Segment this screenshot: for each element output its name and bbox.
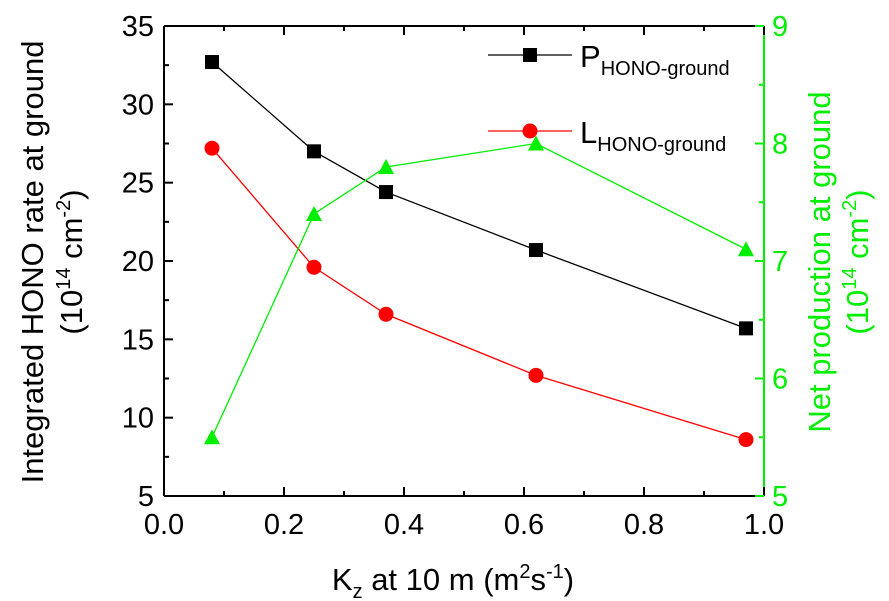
y-left-tick-label: 10: [122, 403, 154, 435]
series-layer: [204, 55, 754, 448]
series-1-point: [379, 185, 393, 200]
y-axis-right-label-line2: (1014 cm-2): [839, 189, 875, 334]
x-tick-label: 0.2: [264, 509, 304, 541]
y-right-tick-label: 9: [772, 11, 788, 43]
series-1-point: [529, 243, 543, 258]
y-right-tick-label: 6: [772, 364, 788, 396]
x-axis-label-sub: z: [353, 581, 363, 601]
legend-item-2: LHONO-ground: [488, 115, 726, 156]
y-axis-left-label-line2: (1014 cm-2): [53, 189, 89, 334]
y-axis-left-label-line1: Integrated HONO rate at ground: [15, 41, 50, 484]
x-axis-label-main: K: [332, 562, 353, 597]
x-tick-label: 0.6: [504, 509, 544, 541]
y-axis-right-label-line1: Net production at ground: [802, 91, 837, 432]
y-left-tick-label: 25: [122, 168, 154, 200]
x-axis-label-rest: at 10 m (m: [363, 562, 520, 597]
x-axis-label-sup2: -1: [546, 561, 564, 583]
x-tick-label: 0.0: [144, 509, 184, 541]
y-right-tick-label: 5: [772, 481, 788, 513]
series-1-line: [211, 61, 747, 329]
x-tick-label: 0.8: [624, 509, 664, 541]
y-axis-left-label-line2-end: ): [54, 189, 89, 199]
series-3-line: [211, 142, 747, 438]
x-tick-label: 1.0: [744, 509, 784, 541]
y-axis-left-label-line2-pre: (10: [54, 290, 89, 335]
series-3-point: [528, 135, 544, 151]
series-1: [205, 55, 753, 336]
y-left-tick-label: 5: [138, 481, 154, 513]
legend-label-sub: HONO-ground: [597, 134, 726, 156]
legend-label-main: P: [580, 39, 601, 74]
series-2: [204, 140, 754, 448]
legend-label-sub: HONO-ground: [601, 58, 730, 80]
x-axis-label-sup: 2: [519, 561, 530, 583]
y-axis-right-label-line2-sup: 14: [839, 268, 861, 290]
x-axis-label-rest2: s: [530, 562, 546, 597]
y-axis-right: 5 6 7 8 9: [755, 11, 788, 513]
series-1-point: [739, 321, 753, 336]
series-3-point: [204, 429, 220, 445]
y-axis-right-label-line2-pre: (10: [840, 290, 875, 335]
legend-label: LHONO-ground: [580, 115, 726, 156]
y-axis-left-label-line2-sup2: -2: [53, 200, 75, 218]
series-2-point: [306, 259, 322, 275]
y-axis-left-label-line2-sup: 14: [53, 268, 75, 290]
y-left-tick-label: 30: [122, 89, 154, 121]
plot-frame: [163, 25, 765, 497]
y-right-tick-label: 8: [772, 129, 788, 161]
x-axis-label-end: ): [564, 562, 574, 597]
series-3-point: [738, 241, 754, 257]
series-1-point: [307, 144, 321, 159]
y-left-tick-label: 15: [122, 324, 154, 356]
y-axis-left-label-line2-mid: cm: [54, 218, 89, 268]
series-2-point: [528, 367, 544, 383]
series-2-point: [378, 306, 394, 322]
y-left-tick-label: 20: [122, 246, 154, 278]
y-axis-left: 5 10 15 20 25 30 35: [122, 11, 173, 513]
y-right-tick-label: 7: [772, 246, 788, 278]
series-2-point: [738, 432, 754, 448]
x-tick-label: 0.4: [384, 509, 424, 541]
legend-label: PHONO-ground: [580, 39, 730, 80]
y-axis-right-label-line2-mid: cm: [840, 218, 875, 268]
legend-marker: [523, 48, 537, 62]
legend-label-main: L: [580, 115, 597, 150]
legend-marker: [522, 123, 538, 139]
x-axis: 0.0 0.2 0.4 0.6 0.8 1.0: [144, 26, 784, 541]
series-2-line: [211, 147, 747, 441]
series-3-point: [306, 206, 322, 221]
series-3-point: [378, 159, 394, 174]
y-axis-right-label-line2-sup2: -2: [839, 200, 861, 218]
y-axis-right-label-line2-end: ): [840, 189, 875, 199]
series-2-point: [204, 140, 220, 156]
x-axis-label: Kz at 10 m (m2s-1): [332, 561, 574, 601]
series-3: [204, 135, 754, 445]
series-1-point: [205, 55, 219, 70]
legend-item-1: PHONO-ground: [488, 39, 730, 80]
y-left-tick-label: 35: [122, 11, 154, 43]
